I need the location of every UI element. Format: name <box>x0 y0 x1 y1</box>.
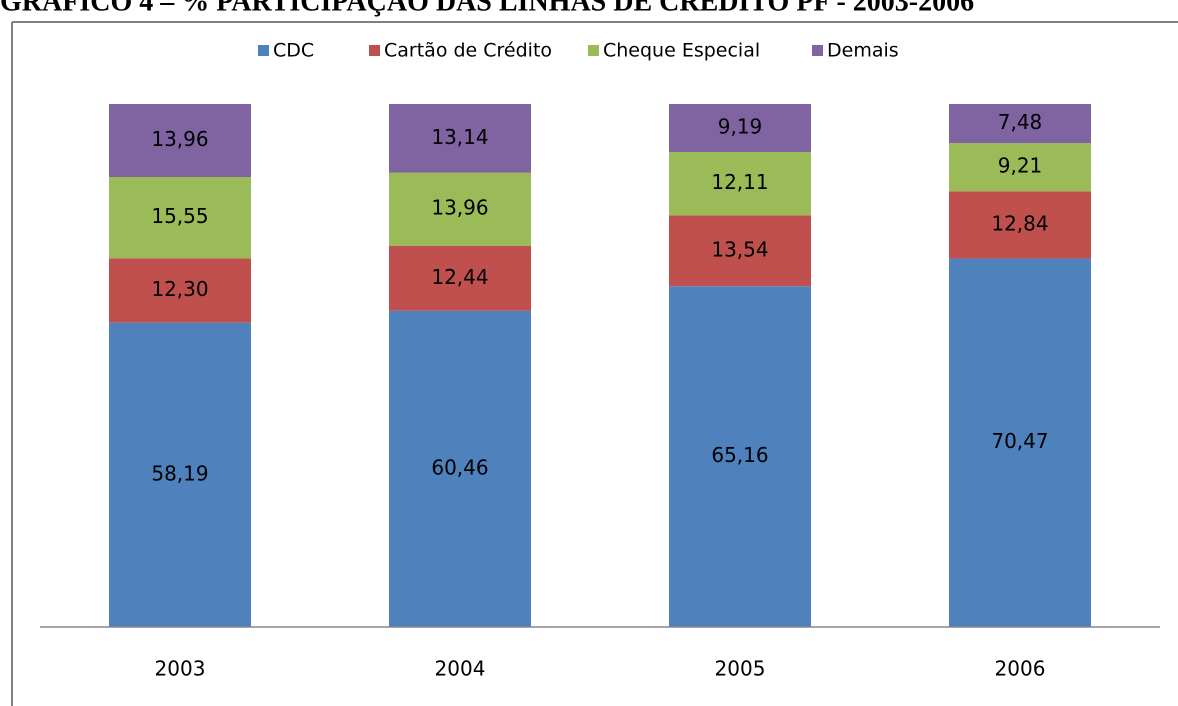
legend-swatch <box>812 45 823 56</box>
bar-segment <box>389 245 531 311</box>
data-label: 12,44 <box>431 265 488 289</box>
bar-segment <box>669 215 811 287</box>
bar-segment <box>109 258 251 323</box>
x-tick-label: 2004 <box>435 657 486 681</box>
bar-segment <box>669 152 811 216</box>
data-label: 58,19 <box>151 461 208 485</box>
data-label: 60,46 <box>431 455 488 479</box>
data-label: 13,96 <box>431 196 488 220</box>
legend-label: CDC <box>273 40 314 62</box>
data-label: 13,96 <box>151 127 208 151</box>
data-label: 12,30 <box>151 277 208 301</box>
legend-swatch <box>588 45 599 56</box>
bar-segment <box>389 104 531 173</box>
bar-segment <box>949 191 1091 259</box>
bar-segment <box>669 104 811 153</box>
x-tick-label: 2003 <box>155 657 206 681</box>
legend-label: Demais <box>827 40 899 62</box>
data-label: 12,11 <box>711 170 768 194</box>
bar-segment <box>389 310 531 627</box>
bar-segment <box>669 286 811 627</box>
bar-segment <box>949 143 1091 192</box>
data-label: 13,14 <box>431 125 488 149</box>
data-label: 9,21 <box>998 154 1043 178</box>
bar-segment <box>109 322 251 627</box>
legend-label: Cartão de Crédito <box>384 40 552 62</box>
x-tick-label: 2005 <box>715 657 766 681</box>
data-label: 65,16 <box>711 443 768 467</box>
bar-segment <box>109 104 251 178</box>
x-tick-label: 2006 <box>995 657 1046 681</box>
chart-title: GRÁFICO 4 – % PARTICIPAÇÃO DAS LINHAS DE… <box>0 0 974 17</box>
data-label: 9,19 <box>718 115 763 139</box>
bar-segment <box>109 177 251 259</box>
data-label: 12,84 <box>991 211 1048 235</box>
data-label: 15,55 <box>151 204 208 228</box>
data-label: 13,54 <box>711 237 768 261</box>
bar-segment <box>949 104 1091 144</box>
legend-label: Cheque Especial <box>603 40 760 62</box>
bar-segment <box>949 258 1091 627</box>
data-label: 70,47 <box>991 429 1048 453</box>
legend-swatch <box>369 45 380 56</box>
legend-swatch <box>258 45 269 56</box>
data-label: 7,48 <box>998 110 1043 134</box>
bar-segment <box>389 172 531 246</box>
